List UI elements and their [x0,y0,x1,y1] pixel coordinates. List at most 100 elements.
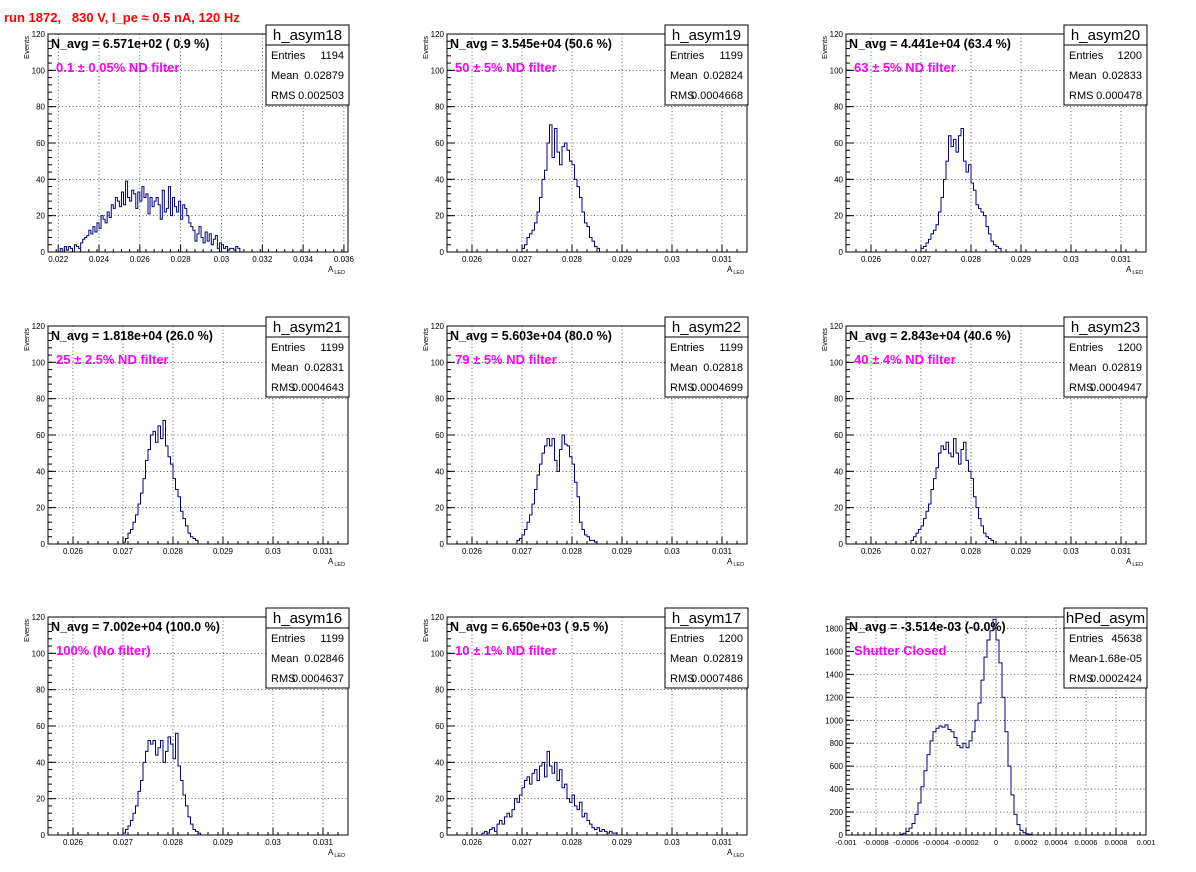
stats-value: 1200 [1118,50,1142,62]
x-tick-label: 0.026 [130,255,151,264]
stats-label: Mean [271,362,299,374]
navg-label: N_avg = -3.514e-03 (-0.0%) [849,620,1006,634]
stats-value: 0.02846 [304,653,344,665]
x-tick-label: 0.027 [512,547,533,556]
y-tick-label: 80 [834,395,843,404]
filter-label: Shutter Closed [854,643,947,658]
navg-label: N_avg = 6.571e+02 ( 0.9 %) [51,37,209,51]
y-tick-label: 40 [834,467,843,476]
x-tick-label: 0.027 [512,255,533,264]
stats-title: h_asym22 [672,319,741,336]
stats-box [265,316,350,398]
x-tick-label: 0.029 [213,838,234,847]
x-tick-label: 0.028 [961,255,982,264]
x-tick-label: 0.026 [861,255,882,264]
stats-label: Entries [271,342,306,354]
stats-label: Entries [1069,50,1104,62]
y-tick-label: 0 [440,540,445,549]
x-tick-label: 0.0004 [1045,838,1068,847]
histogram-panel-h_asym22: 0.026 0.027 0.028 0.029 0.03 0.031 0 20 40 60 80 10… [421,316,749,568]
y-axis-title: Events [22,619,31,642]
y-tick-label: 40 [36,758,45,767]
stats-value: 0.02833 [1102,70,1142,82]
filter-label: 79 ± 5% ND filter [455,352,557,367]
stats-label: Mean [1069,362,1097,374]
x-tick-label: 0.03 [1063,547,1079,556]
y-tick-label: 0 [440,831,445,840]
y-tick-label: 80 [435,395,444,404]
x-tick-label: 0.03 [265,838,281,847]
y-tick-label: 60 [834,139,843,148]
x-tick-label: 0.029 [1011,255,1032,264]
x-tick-label: 0.028 [961,547,982,556]
y-tick-label: 100 [32,649,46,658]
y-tick-label: 120 [32,613,46,622]
navg-label: N_avg = 7.002e+04 (100.0 %) [51,620,220,634]
y-tick-label: 0 [839,831,844,840]
x-tick-label: 0.028 [562,547,583,556]
stats-title: h_asym23 [1071,319,1140,336]
x-tick-label: -0.001 [835,838,856,847]
y-tick-label: 20 [36,212,45,221]
stats-value: 1200 [719,633,743,645]
x-tick-label: 0.028 [163,838,184,847]
x-axis-title: ALED [727,557,744,568]
histogram-line [59,180,241,253]
stats-value: 1199 [320,342,344,354]
histogram-line [899,618,1033,835]
x-tick-label: 0.031 [1111,255,1132,264]
stats-value: 0.0007486 [691,673,743,685]
y-tick-label: 20 [834,504,843,513]
x-tick-label: 0.0008 [1105,838,1128,847]
histogram-line [516,434,598,544]
y-tick-label: 1600 [825,647,843,656]
stats-box [664,316,749,398]
histogram-line [910,438,994,544]
y-tick-label: 40 [435,175,444,184]
stats-value: 0.000478 [1096,90,1142,102]
y-tick-label: 40 [834,175,843,184]
stats-label: Entries [670,633,705,645]
y-tick-label: 20 [36,795,45,804]
x-tick-label: -0.0004 [923,838,948,847]
x-tick-label: 0.029 [612,547,633,556]
stats-value: 0.002503 [298,90,344,102]
x-tick-label: -0.0008 [863,838,888,847]
y-tick-label: 100 [830,358,844,367]
stats-value: 45638 [1111,633,1142,645]
x-tick-label: 0.029 [612,838,633,847]
stats-label: Mean [670,70,698,82]
y-tick-label: 800 [830,739,844,748]
x-tick-label: 0.03 [664,547,680,556]
navg-label: N_avg = 5.603e+04 (80.0 %) [450,329,612,343]
y-tick-label: 1200 [825,693,843,702]
x-tick-label: 0.027 [911,547,932,556]
stats-value: 0.02818 [703,362,743,374]
y-tick-label: 600 [830,762,844,771]
x-axis-title: ALED [1126,557,1143,568]
navg-label: N_avg = 2.843e+04 (40.6 %) [849,329,1011,343]
stats-label: RMS [1069,382,1093,394]
stats-title: h_asym17 [672,610,741,627]
y-tick-label: 100 [830,66,844,75]
histogram-panel-h_asym17: 0.026 0.027 0.028 0.029 0.03 0.031 0 20 40 60 80 10… [421,607,749,859]
stats-label: RMS [1069,90,1093,102]
y-tick-label: 60 [435,722,444,731]
histogram-panel-h_asym19: 0.026 0.027 0.028 0.029 0.03 0.031 0 20 40 60 80 10… [421,24,749,276]
y-axis-title: Events [421,328,430,351]
y-tick-label: 120 [32,30,46,39]
filter-label: 40 ± 4% ND filter [854,352,956,367]
x-axis-title: ALED [727,265,744,276]
x-tick-label: 0.024 [89,255,110,264]
x-tick-label: 0.029 [213,547,234,556]
y-tick-label: 60 [36,722,45,731]
x-tick-label: 0.026 [462,255,483,264]
stats-box [1063,24,1148,106]
y-tick-label: 80 [36,686,45,695]
stats-title: h_asym21 [273,319,342,336]
stats-label: Entries [1069,342,1104,354]
x-tick-label: -0.0002 [953,838,978,847]
y-tick-label: 20 [36,504,45,513]
stats-title: hPed_asym [1066,610,1145,627]
x-tick-label: 0.036 [334,255,355,264]
